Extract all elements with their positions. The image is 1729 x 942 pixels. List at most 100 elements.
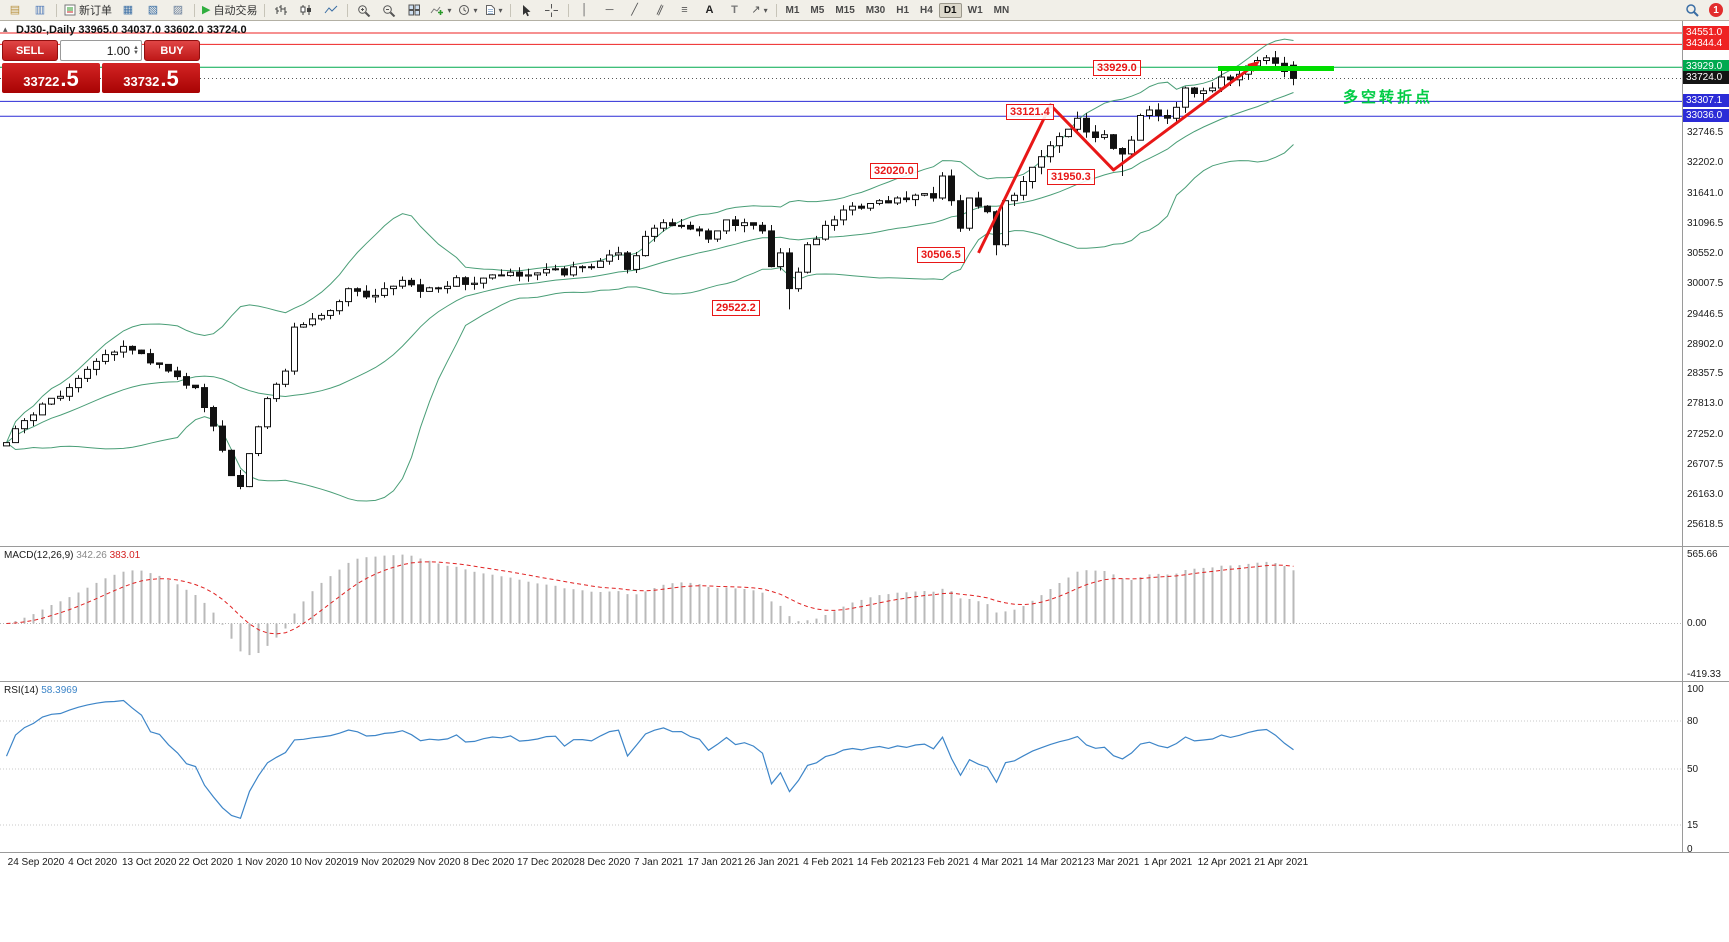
label-tool-glyph: T	[731, 3, 738, 16]
label-tool-icon[interactable]: T	[723, 2, 747, 19]
timeframe-m15[interactable]: M15	[835, 4, 855, 16]
crosshair-icon[interactable]	[540, 2, 564, 19]
indicators-icon	[431, 6, 444, 15]
pivot-annotation-text[interactable]: 多空转折点	[1343, 89, 1434, 106]
play-icon: ▶	[202, 3, 211, 16]
rsi-name: RSI(14)	[4, 685, 39, 696]
navigator-icon[interactable]: ▨	[166, 2, 190, 19]
bid-fraction: .5	[60, 66, 79, 91]
one-click-trading-panel: SELL 1.00 ▲ ▼ BUY 33722.5 33732.5	[2, 40, 200, 93]
periods-button[interactable]: ▾	[455, 2, 480, 19]
volume-down-icon[interactable]: ▼	[133, 49, 139, 56]
dropdown-caret-icon: ▾	[447, 5, 452, 15]
arrows-tool-button[interactable]: ↗ ▾	[748, 2, 772, 19]
line-chart-icon[interactable]	[319, 2, 343, 19]
timeframe-mn[interactable]: MN	[993, 4, 1010, 16]
bid-main: 33722	[23, 74, 60, 89]
new-order-button[interactable]: 新订单	[61, 2, 115, 19]
volume-up-icon[interactable]: ▲	[133, 44, 139, 51]
auto-trading-label: 自动交易	[213, 5, 258, 17]
cursor-glyph	[523, 4, 531, 16]
timeframe-w1[interactable]: W1	[967, 4, 983, 16]
bollinger-bands	[6, 38, 1294, 502]
price-callout[interactable]: 33929.0	[1093, 60, 1141, 76]
timeframe-m5[interactable]: M5	[810, 4, 825, 16]
horizontal-line-tool-icon[interactable]: ─	[598, 2, 622, 19]
macd-signal-line	[6, 561, 1294, 635]
line-chart-glyph	[325, 5, 338, 14]
toolbar: ▤ ▥ 新订单 ▦ ▧ ▨ ▶ 自动交易 ▾ ▾ ▾ │ ─ ╱ ∥ ≡	[0, 0, 1729, 21]
vertical-line-tool-icon[interactable]: │	[573, 2, 597, 19]
price-callout[interactable]: 29522.2	[712, 300, 760, 316]
zoom-out-icon[interactable]	[377, 2, 401, 19]
new-order-label: 新订单	[79, 5, 112, 17]
macd-main-value: 342.26	[76, 550, 107, 561]
timeframe-h4[interactable]: H4	[920, 4, 933, 16]
candles[interactable]	[3, 51, 1297, 490]
price-callout[interactable]: 33121.4	[1006, 104, 1054, 120]
notification-badge[interactable]: 1	[1709, 3, 1723, 17]
data-window-glyph: ▧	[147, 3, 159, 16]
chart-title: DJ30-,Daily 33965.0 34037.0 33602.0 3372…	[16, 24, 247, 36]
channel-tool-icon[interactable]: ∥	[648, 2, 672, 19]
trendline-tool-icon[interactable]: ╱	[623, 2, 647, 19]
dropdown-caret-icon: ▾	[763, 5, 768, 15]
zoom-out-glyph	[383, 4, 396, 17]
templates-button[interactable]: ▾	[482, 2, 506, 19]
price-level-lines[interactable]	[0, 32, 1682, 117]
chart-window-icon[interactable]: ▤	[3, 2, 27, 19]
toolbar-separator	[775, 3, 777, 17]
macd-panel[interactable]	[0, 554, 1682, 656]
auto-trading-button[interactable]: ▶ 自动交易	[199, 2, 260, 19]
buy-button[interactable]: BUY	[144, 40, 200, 61]
data-window-icon[interactable]: ▧	[141, 2, 165, 19]
channel-glyph: ∥	[654, 2, 665, 17]
panel-separators[interactable]	[0, 20, 1729, 853]
timeframe-m30[interactable]: M30	[865, 4, 886, 16]
price-callout[interactable]: 30506.5	[917, 247, 965, 263]
price-callout[interactable]: 32020.0	[870, 163, 918, 179]
volume-spinner[interactable]: ▲ ▼	[133, 44, 139, 56]
search-icon[interactable]	[1680, 2, 1704, 19]
dropdown-caret-icon: ▾	[498, 5, 503, 15]
price-callout[interactable]: 31950.3	[1047, 169, 1095, 185]
tick-chart-glyph: ▥	[34, 3, 46, 16]
fibonacci-tool-icon[interactable]: ≡	[673, 2, 697, 19]
new-order-icon	[64, 4, 76, 16]
arrows-tool-glyph: ↗	[751, 3, 761, 16]
one-click-collapse-icon[interactable]: ▴	[3, 24, 8, 34]
market-watch-glyph: ▦	[122, 3, 134, 16]
horizontal-line-glyph: ─	[605, 3, 614, 16]
tile-windows-icon[interactable]	[402, 2, 426, 19]
candlestick-chart-icon[interactable]	[294, 2, 318, 19]
text-tool-icon[interactable]: A	[698, 2, 722, 19]
rsi-panel[interactable]	[0, 699, 1682, 826]
timeframe-d1[interactable]: D1	[938, 2, 962, 18]
buy-price-display[interactable]: 33732.5	[102, 63, 200, 93]
toolbar-right-group: 1	[1680, 2, 1726, 19]
tick-chart-icon[interactable]: ▥	[28, 2, 52, 19]
timeframe-h1[interactable]: H1	[896, 4, 910, 16]
toolbar-separator	[347, 3, 349, 17]
zoom-in-icon[interactable]	[352, 2, 376, 19]
trendline-glyph: ╱	[631, 3, 638, 16]
vertical-line-glyph: │	[581, 3, 588, 16]
market-watch-icon[interactable]: ▦	[116, 2, 140, 19]
trendline-annotation[interactable]	[977, 60, 1260, 254]
dropdown-caret-icon: ▾	[473, 5, 478, 15]
sell-price-display[interactable]: 33722.5	[2, 63, 100, 93]
cursor-icon[interactable]	[515, 2, 539, 19]
volume-value[interactable]: 1.00	[106, 43, 131, 58]
template-icon	[485, 5, 495, 15]
indicators-button[interactable]: ▾	[427, 2, 454, 19]
timeframe-m1[interactable]: M1	[785, 4, 800, 16]
navigator-glyph: ▨	[172, 3, 184, 16]
sell-button[interactable]: SELL	[2, 40, 58, 61]
volume-input[interactable]: 1.00 ▲ ▼	[60, 40, 142, 61]
rsi-line	[5, 699, 1294, 820]
bar-chart-icon[interactable]	[269, 2, 293, 19]
macd-name: MACD(12,26,9)	[4, 550, 74, 561]
crosshair-glyph	[545, 3, 559, 17]
